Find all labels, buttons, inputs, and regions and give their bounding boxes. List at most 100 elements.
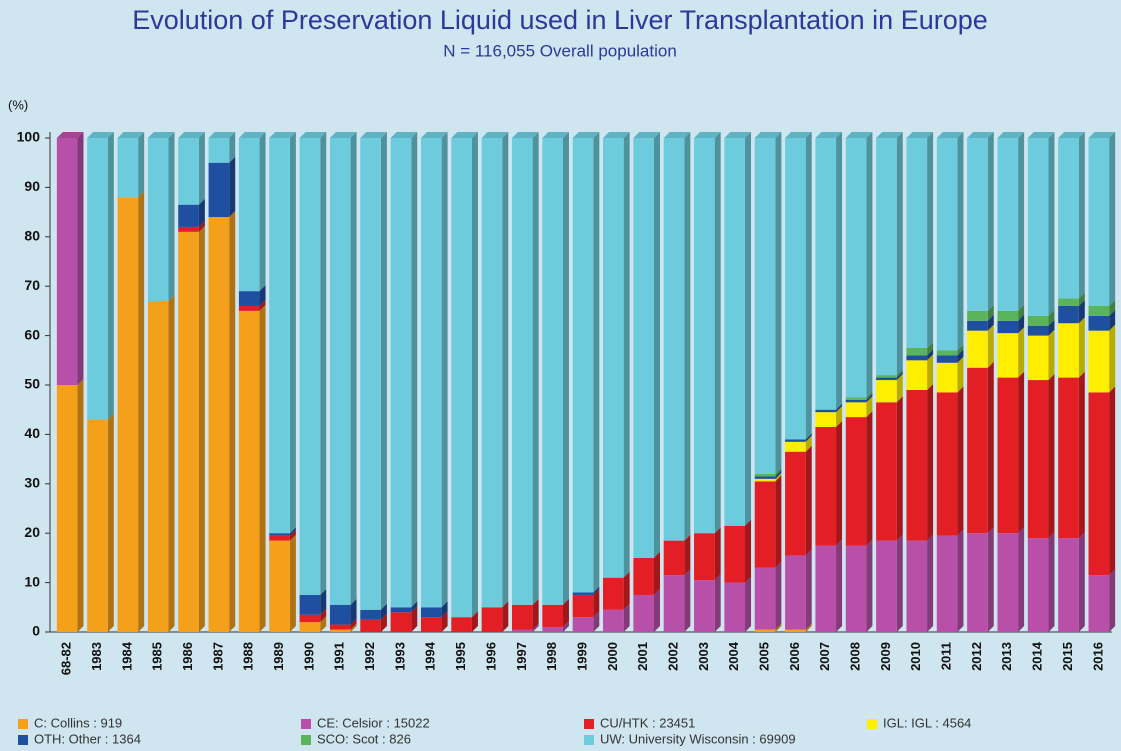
x-tick-label: 2007 [817, 642, 832, 671]
bar-side [380, 603, 387, 620]
bar-side [896, 374, 903, 403]
bar-side [836, 420, 843, 546]
bar-segment [329, 604, 351, 625]
bar-segment [238, 305, 260, 311]
bar-segment [1088, 315, 1110, 331]
bar-side [684, 534, 691, 576]
bar-segment [754, 138, 776, 474]
bar-segment [603, 577, 624, 610]
bar-side [289, 534, 296, 632]
bar-segment [876, 540, 897, 632]
bar-top [997, 132, 1025, 138]
bar-segment [967, 320, 988, 331]
bar-side [1078, 299, 1085, 324]
bar-side [714, 574, 721, 632]
bar-side [896, 534, 903, 632]
bar-side [896, 396, 903, 541]
bar-segment [785, 451, 806, 556]
bar-side [957, 529, 964, 632]
legend-label: UW: University Wisconsin : 69909 [600, 731, 796, 746]
y-tick-label: 20 [24, 524, 40, 540]
bar-side [502, 601, 509, 632]
bar-top [269, 132, 296, 138]
bar-segment [633, 557, 655, 595]
bar-top [633, 132, 661, 138]
bar-side [836, 403, 843, 413]
bar-top [360, 132, 387, 138]
x-tick-label: 2002 [665, 642, 680, 671]
bar-side [957, 132, 964, 351]
bar-side [380, 613, 387, 632]
bar-segment [420, 138, 442, 608]
bar-side [1018, 527, 1025, 632]
bar-side [1109, 299, 1116, 316]
bar-segment [785, 441, 806, 452]
bar-segment [390, 138, 412, 608]
bar-segment [208, 162, 230, 218]
bar-top [906, 132, 934, 138]
bar-side [866, 539, 873, 632]
bar-segment [815, 412, 837, 427]
bar-segment [724, 138, 746, 526]
x-tick-label: 2003 [696, 642, 711, 671]
bar-side [805, 445, 812, 556]
bar-side [107, 132, 114, 420]
bar-side [198, 220, 205, 232]
x-tick-label: 1988 [241, 642, 256, 671]
bar-segment [906, 389, 928, 541]
bar-segment [663, 540, 685, 576]
bar-segment [633, 138, 655, 558]
bar-segment [815, 545, 837, 632]
bar-segment [906, 360, 928, 390]
bar-side [441, 601, 448, 618]
bar-top [542, 132, 569, 138]
bar-side [623, 571, 630, 610]
bar-top [936, 132, 964, 138]
bar-side [866, 391, 873, 400]
bar-segment [511, 138, 533, 605]
bar-side [593, 611, 600, 632]
bar-side [229, 132, 236, 163]
bar-top [1058, 132, 1085, 138]
bar-segment [1088, 330, 1110, 393]
legend-swatch [301, 735, 311, 745]
bar-side [896, 369, 903, 378]
bar-side [1048, 329, 1055, 381]
bar-side [198, 198, 205, 227]
y-tick-label: 90 [24, 178, 40, 194]
bar-segment [936, 355, 958, 363]
bar-top [117, 132, 145, 138]
bar-side [745, 576, 752, 632]
bar-segment [178, 231, 199, 633]
bar-segment [1088, 392, 1110, 576]
bar-segment [785, 629, 806, 632]
bar-side [77, 379, 84, 632]
bar-side [775, 467, 782, 477]
bar-side [987, 304, 994, 321]
legend-label: SCO: Scot : 826 [317, 731, 411, 746]
bar-segment [451, 617, 472, 632]
bar-side [684, 132, 691, 541]
chart-title: Evolution of Preservation Liquid used in… [132, 5, 988, 35]
x-tick-label: 2013 [999, 642, 1014, 671]
bar-segment [967, 330, 988, 368]
bar-segment [1027, 138, 1049, 316]
bar-top [390, 132, 418, 138]
x-tick-label: 2014 [1030, 641, 1045, 671]
legend-label: C: Collins : 919 [34, 715, 122, 730]
bar-segment [572, 138, 594, 593]
y-tick-label: 10 [24, 573, 40, 589]
bar-side [532, 598, 539, 630]
bar-segment [997, 310, 1019, 321]
bar-top [694, 132, 721, 138]
bar-segment [269, 540, 290, 632]
x-tick-label: 2004 [726, 641, 741, 671]
bar-side [957, 356, 964, 393]
bar-segment [845, 545, 867, 632]
bar-segment [815, 138, 837, 410]
bar-segment [845, 397, 867, 400]
bar-side [836, 539, 843, 632]
bar-side [714, 527, 721, 581]
bar-segment [997, 533, 1019, 632]
bar-segment [269, 138, 290, 534]
